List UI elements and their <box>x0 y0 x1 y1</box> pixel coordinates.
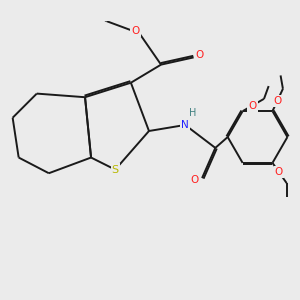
Text: N: N <box>181 120 189 130</box>
Text: O: O <box>273 96 281 106</box>
Text: O: O <box>191 175 199 185</box>
Text: O: O <box>248 100 256 111</box>
Text: O: O <box>131 26 140 36</box>
Text: H: H <box>189 108 196 118</box>
Text: S: S <box>112 165 119 175</box>
Text: O: O <box>195 50 203 60</box>
Text: O: O <box>275 167 283 177</box>
